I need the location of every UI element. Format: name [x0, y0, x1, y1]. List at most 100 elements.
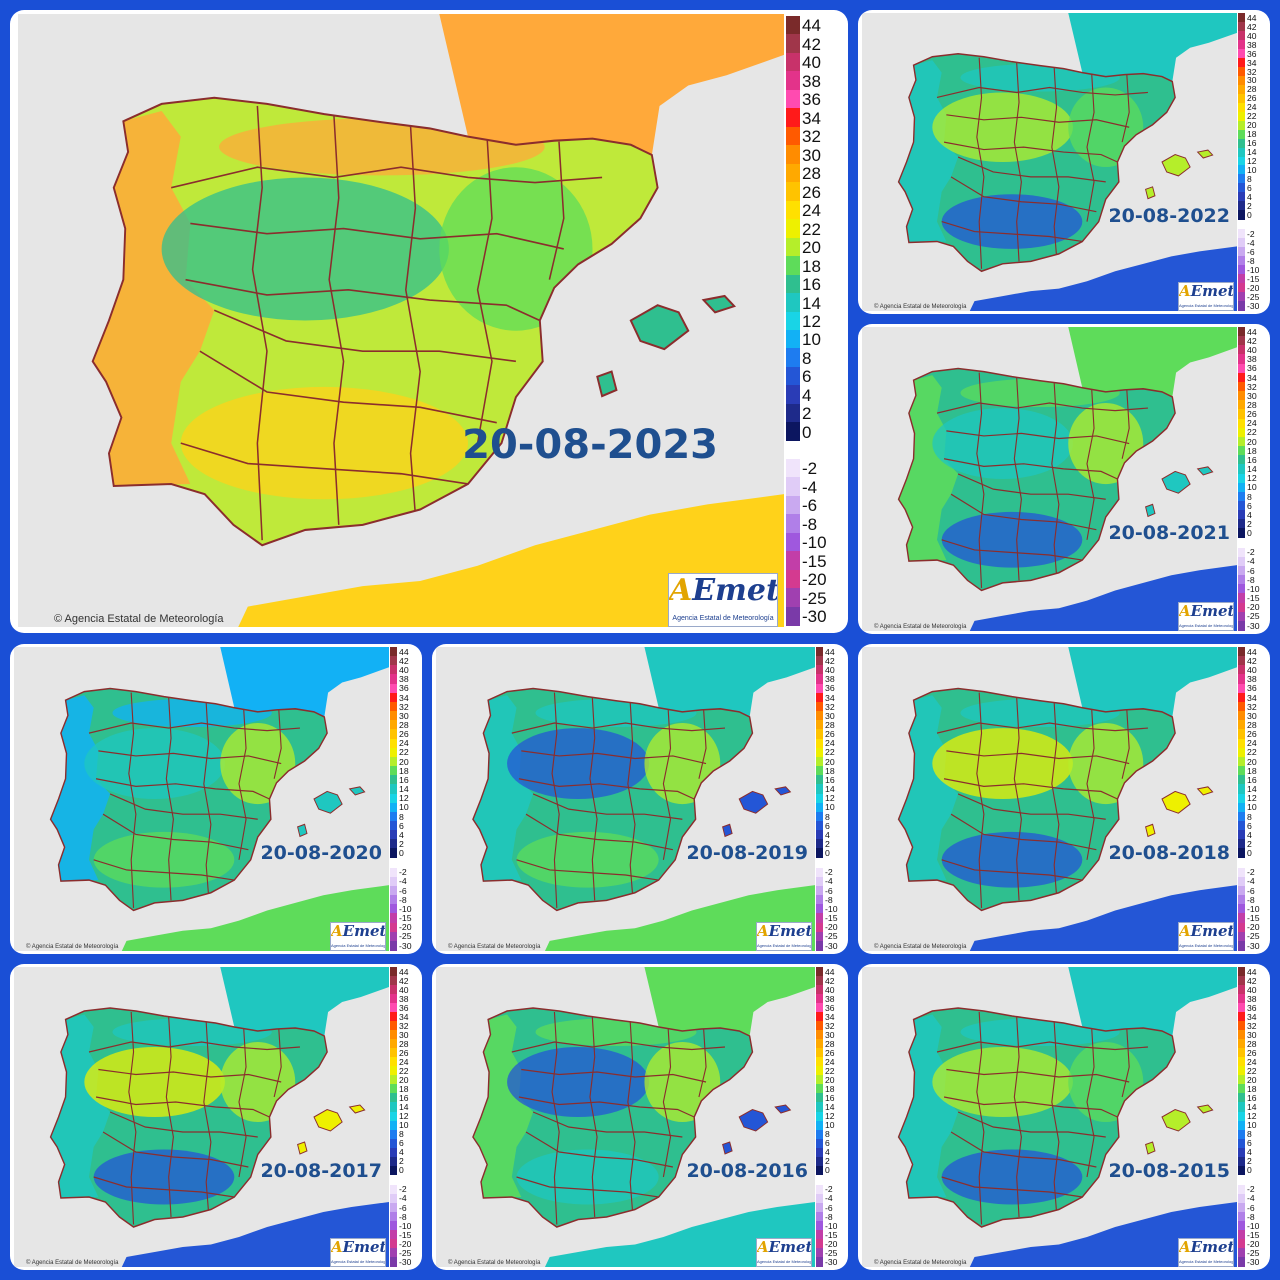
legend-label: -10 — [399, 903, 412, 914]
legend-label: 22 — [802, 219, 821, 239]
legend-label: -25 — [825, 931, 838, 942]
legend-swatch — [1238, 129, 1245, 140]
legend-swatch — [1238, 811, 1245, 822]
legend-swatch — [816, 1156, 823, 1167]
temperature-patch — [932, 408, 1073, 479]
france-landmass — [439, 14, 784, 155]
legend-label: 6 — [1247, 500, 1252, 511]
legend-label: 0 — [825, 848, 830, 859]
aemet-logo: AEmet Agencia Estatal de Meteorología — [1178, 602, 1234, 631]
legend-label: -15 — [1247, 593, 1260, 604]
legend-label: 16 — [1247, 774, 1257, 785]
legend-swatch — [390, 1039, 397, 1049]
legend-swatch — [1238, 265, 1245, 275]
temperature-patch — [941, 194, 1083, 249]
legend-swatch — [816, 656, 823, 666]
temperature-patch — [84, 1047, 225, 1117]
legend-label: -8 — [399, 1211, 407, 1222]
legend-label: 10 — [1247, 1120, 1257, 1131]
legend-label: 38 — [399, 674, 409, 685]
logo-wordmark: Emet — [768, 922, 812, 940]
legend-label: 42 — [1247, 655, 1257, 666]
legend-swatch — [816, 1012, 823, 1022]
province-border — [203, 1021, 212, 1213]
legend-label: 4 — [825, 1147, 830, 1158]
legend-swatch — [816, 674, 823, 685]
legend-label: 40 — [399, 665, 409, 676]
province-border — [941, 1176, 1083, 1198]
legend-label: 18 — [825, 1084, 835, 1095]
legend-label: 6 — [802, 367, 812, 387]
legend-swatch — [1238, 876, 1245, 887]
legend-swatch — [1238, 510, 1245, 520]
legend-label: -6 — [399, 885, 407, 896]
coast-border — [897, 1007, 1176, 1228]
legend-swatch — [816, 867, 823, 878]
logo-subtitle: Agencia Estatal de Meteorología — [757, 943, 812, 948]
map-date-label: 20-08-2016 — [686, 1160, 808, 1182]
legend-label: 34 — [825, 1011, 835, 1022]
legend-label: 32 — [825, 701, 835, 712]
province-border — [1013, 62, 1022, 262]
legend-label: 26 — [399, 1048, 409, 1058]
legend-label: 20 — [399, 756, 409, 767]
province-border — [957, 473, 1106, 500]
legend-swatch — [390, 1057, 397, 1067]
logo-subtitle: Agencia Estatal de Meteorología — [1179, 303, 1234, 308]
legend-label: 24 — [1247, 418, 1257, 429]
legend-label: 36 — [825, 683, 835, 694]
legend-label: 8 — [399, 811, 404, 822]
province-border — [1051, 382, 1060, 576]
legend-swatch — [1238, 192, 1245, 202]
legend-label: 30 — [1247, 75, 1257, 86]
legend-swatch — [1238, 1030, 1245, 1040]
legend-label: 38 — [1247, 674, 1257, 685]
legend-label: 38 — [802, 71, 821, 91]
legend-label: 12 — [399, 793, 409, 804]
legend-swatch — [390, 692, 397, 703]
legend-label: 38 — [825, 674, 835, 685]
legend-label: -8 — [825, 894, 833, 905]
legend-label: 14 — [802, 293, 821, 313]
legend-swatch — [816, 647, 823, 657]
legend-swatch — [816, 1229, 823, 1240]
province-border — [328, 116, 345, 525]
temperature-legend: 44 42 40 38 36 34 32 30 28 26 24 22 20 18 16 14 12 10 8 6 4 2… — [390, 647, 422, 951]
legend-label: 8 — [1247, 491, 1252, 502]
legend-label: -8 — [1247, 1211, 1255, 1222]
legend-label: 32 — [399, 1020, 409, 1031]
province-border — [627, 1021, 636, 1213]
legend-swatch — [390, 729, 397, 740]
province-border — [1013, 1016, 1022, 1218]
logo-letter-a: A — [331, 1238, 343, 1256]
legend-swatch — [1238, 738, 1245, 749]
legend-label: 10 — [825, 1120, 835, 1131]
legend-label: 30 — [825, 1029, 835, 1040]
logo-letter-a: A — [757, 1238, 769, 1256]
temperature-map — [862, 327, 1237, 631]
legend-label: -8 — [399, 894, 407, 905]
legend-swatch — [1238, 665, 1245, 675]
island-ibiza — [1145, 823, 1156, 838]
legend-swatch — [1238, 482, 1245, 493]
legend-label: -6 — [1247, 1202, 1255, 1213]
legend-swatch — [816, 802, 823, 813]
logo-letter-a: A — [1179, 602, 1191, 620]
legend-label: 28 — [1247, 399, 1257, 410]
legend-swatch — [390, 1102, 397, 1112]
legend-swatch — [1238, 345, 1245, 355]
temperature-legend: 44 42 40 38 36 34 32 30 28 26 24 22 20 18 16 14 12 10 8 6 4 2… — [816, 647, 848, 951]
legend-swatch — [786, 477, 800, 497]
map-panel: 20-08-2019 © Agencia Estatal de Meteorolo… — [432, 644, 848, 954]
logo-wordmark: Emet — [1190, 282, 1234, 300]
legend-label: 32 — [1247, 1020, 1257, 1031]
coast-border — [91, 96, 659, 547]
legend-swatch — [390, 967, 397, 977]
legend-swatch — [390, 1156, 397, 1167]
legend-swatch — [786, 237, 800, 257]
legend-swatch — [786, 16, 800, 35]
legend-swatch — [1238, 48, 1245, 59]
legend-label: 38 — [1247, 39, 1257, 50]
legend-label: 22 — [399, 747, 409, 758]
legend-swatch — [1238, 446, 1245, 456]
